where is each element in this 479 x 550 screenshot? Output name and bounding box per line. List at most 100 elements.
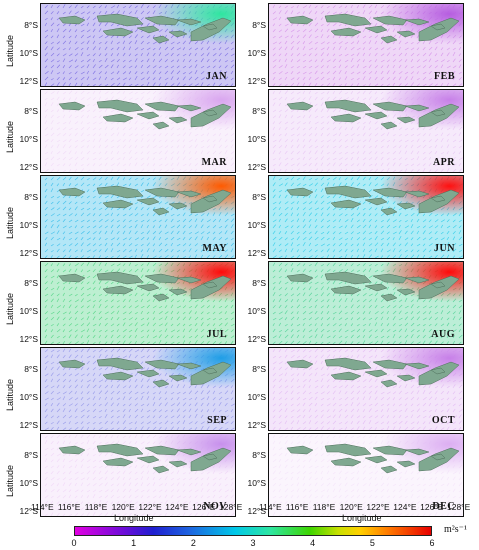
- island: [324, 13, 372, 27]
- month-label: SEP: [207, 415, 227, 426]
- island: [152, 35, 170, 44]
- map-panel-aug: AUG: [268, 261, 464, 345]
- map-panel-sep: SEP: [40, 347, 236, 431]
- island: [96, 99, 144, 113]
- island: [102, 371, 134, 381]
- island: [330, 27, 362, 37]
- island: [404, 362, 430, 370]
- vector-field: [41, 434, 235, 516]
- y-tick-label: 8°S: [252, 192, 266, 202]
- island: [136, 197, 160, 206]
- y-tick-label: 12°S: [247, 76, 266, 86]
- island: [136, 369, 160, 378]
- month-label: MAY: [202, 243, 227, 254]
- island: [136, 111, 160, 120]
- island: [380, 35, 398, 44]
- island: [364, 111, 388, 120]
- island: [324, 357, 372, 371]
- y-tick-label: 8°S: [24, 278, 38, 288]
- y-axis-label: Latitude: [5, 206, 15, 239]
- island: [286, 273, 314, 283]
- map-panel-nov: NOV: [40, 433, 236, 517]
- island: [404, 276, 430, 284]
- island: [430, 367, 446, 375]
- island: [430, 23, 446, 31]
- vector-field: [269, 4, 463, 86]
- island: [372, 273, 408, 284]
- y-tick-label: 12°S: [19, 76, 38, 86]
- map-panel-feb: FEB: [268, 3, 464, 87]
- y-tick-label: 10°S: [247, 392, 266, 402]
- map-panel-may: MAY: [40, 175, 236, 259]
- island: [396, 374, 416, 382]
- island: [202, 367, 218, 375]
- y-tick-label: 8°S: [24, 20, 38, 30]
- island: [144, 15, 180, 26]
- island: [396, 202, 416, 210]
- island: [330, 371, 362, 381]
- y-tick-label: 8°S: [252, 364, 266, 374]
- island: [176, 362, 202, 370]
- island: [364, 283, 388, 292]
- island: [176, 104, 202, 112]
- island: [168, 202, 188, 210]
- y-tick-label: 10°S: [19, 48, 38, 58]
- y-tick-label: 12°S: [247, 248, 266, 258]
- island: [144, 359, 180, 370]
- map-panel-mar: MAR: [40, 89, 236, 173]
- island: [168, 374, 188, 382]
- island: [168, 116, 188, 124]
- month-label: AUG: [431, 329, 455, 340]
- y-tick-label: 8°S: [252, 20, 266, 30]
- y-tick-label: 12°S: [19, 248, 38, 258]
- month-label: JUN: [434, 243, 455, 254]
- island: [168, 30, 188, 38]
- island: [58, 273, 86, 283]
- island: [330, 285, 362, 295]
- month-label: FEB: [434, 71, 455, 82]
- island: [364, 25, 388, 34]
- y-tick-label: 10°S: [247, 306, 266, 316]
- island: [380, 379, 398, 388]
- y-tick-label: 12°S: [19, 420, 38, 430]
- y-tick-label: 10°S: [19, 220, 38, 230]
- island: [396, 116, 416, 124]
- island: [102, 113, 134, 123]
- vector-field: [41, 90, 235, 172]
- island: [144, 101, 180, 112]
- island: [96, 13, 144, 27]
- island: [58, 15, 86, 25]
- island: [58, 187, 86, 197]
- y-tick-label: 12°S: [247, 420, 266, 430]
- vector-field: [41, 262, 235, 344]
- island: [364, 197, 388, 206]
- y-tick-label: 12°S: [247, 162, 266, 172]
- vector-field: [269, 90, 463, 172]
- y-tick-label: 8°S: [252, 278, 266, 288]
- y-axis-label: Latitude: [5, 378, 15, 411]
- island: [404, 18, 430, 26]
- island: [176, 276, 202, 284]
- island: [136, 283, 160, 292]
- island: [430, 109, 446, 117]
- y-tick-label: 10°S: [247, 220, 266, 230]
- island: [96, 185, 144, 199]
- map-panel-jan: JAN: [40, 3, 236, 87]
- island: [430, 281, 446, 289]
- island: [202, 23, 218, 31]
- map-panel-jul: JUL: [40, 261, 236, 345]
- island: [136, 25, 160, 34]
- island: [404, 104, 430, 112]
- island: [202, 109, 218, 117]
- island: [396, 288, 416, 296]
- island: [286, 101, 314, 111]
- island: [324, 185, 372, 199]
- y-tick-label: 8°S: [24, 364, 38, 374]
- island: [430, 195, 446, 203]
- y-tick-label: 8°S: [24, 192, 38, 202]
- island: [102, 285, 134, 295]
- vector-field: [41, 176, 235, 258]
- island: [144, 273, 180, 284]
- month-label: OCT: [431, 415, 455, 426]
- island: [58, 359, 86, 369]
